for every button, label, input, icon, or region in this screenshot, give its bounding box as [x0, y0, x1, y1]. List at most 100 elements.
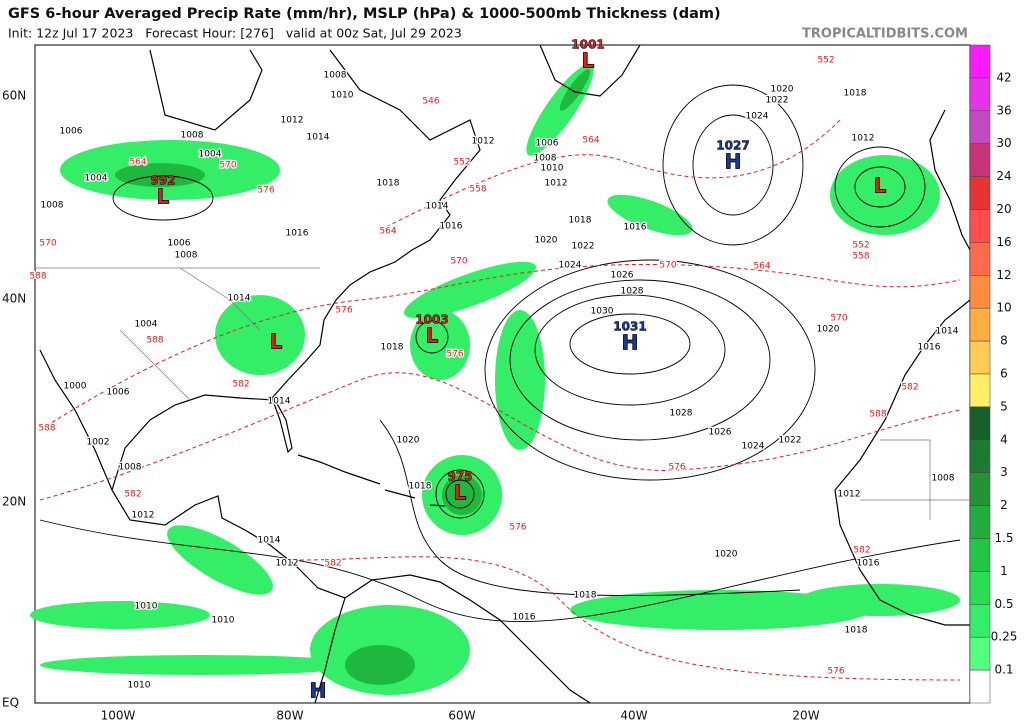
isobar-label: 1008: [41, 201, 64, 211]
isobar-label: 1008: [175, 251, 198, 261]
pressure-symbol: L: [454, 481, 467, 505]
isobar-label: 1006: [107, 388, 130, 398]
colorbar-segment: [969, 538, 991, 572]
isobar-label: 1018: [377, 179, 400, 189]
isobar-label: 1026: [709, 428, 732, 438]
isobar-label: 1008: [534, 154, 557, 164]
lat-label: EQ: [2, 696, 19, 710]
rain-area: [215, 295, 305, 375]
isobar-label: 1014: [228, 294, 251, 304]
colorbar-label: 42: [996, 70, 1011, 84]
colorbar-segment: [969, 505, 991, 539]
isobar-label: 1010: [212, 616, 235, 626]
isobar-label: 1016: [286, 229, 309, 239]
rain-area: [495, 310, 545, 450]
pressure-center: H: [309, 678, 327, 703]
subtitle: Init: 12z Jul 17 2023 Forecast Hour: [27…: [8, 26, 462, 41]
thickness-label: 564: [379, 227, 396, 237]
isobar-label: 1016: [440, 222, 463, 232]
colorbar-segment: [969, 44, 991, 79]
colorbar-segment: [969, 472, 991, 506]
thickness-label: 588: [146, 336, 163, 346]
pressure-value: 1003: [415, 313, 448, 327]
isobar-label: 1010: [128, 681, 151, 691]
rain-area: [559, 69, 591, 111]
thickness-line: [39, 263, 961, 431]
isobar-label: 1024: [746, 112, 769, 122]
colorbar-segment: [969, 110, 991, 144]
thickness-label: 576: [335, 306, 352, 316]
pressure-value: 1027: [716, 139, 749, 153]
isobar-label: 1018: [409, 482, 432, 492]
isobar-label: 1006: [60, 127, 83, 137]
thickness-label: 552: [852, 241, 869, 251]
isobar-label: 1002: [87, 438, 110, 448]
thickness-label: 570: [39, 239, 56, 249]
isobar: [662, 84, 804, 246]
isobar-label: 1006: [536, 139, 559, 149]
colorbar-label: 16: [996, 235, 1011, 249]
isobar-label: 1014: [936, 327, 959, 337]
isobar: [692, 114, 774, 216]
pressure-center: L: [873, 173, 887, 198]
isobar: [509, 279, 771, 441]
isobar-label: 1018: [574, 591, 597, 601]
isobar-label: 1010: [135, 602, 158, 612]
colorbar-label: 5: [1000, 399, 1008, 413]
isobar-label: 1016: [513, 613, 536, 623]
isobar-label: 1012: [132, 511, 155, 521]
colorbar-segment: [969, 275, 991, 309]
colorbar-segment: [969, 242, 991, 276]
colorbar-label: 1: [1000, 564, 1008, 578]
lon-label: 100W: [101, 709, 136, 723]
rain-area: [345, 645, 415, 685]
isobar-label: 1008: [119, 463, 142, 473]
colorbar-segment: [969, 209, 991, 243]
pressure-symbol: L: [426, 324, 439, 348]
pressure-value: 992: [150, 174, 175, 188]
isobar-label: 1012: [276, 559, 299, 569]
isobar: [415, 320, 449, 354]
thickness-label: 576: [446, 350, 463, 360]
colorbar-label: 6: [1000, 367, 1008, 381]
colorbar-segment: [969, 176, 991, 210]
thickness-label: 588: [29, 272, 46, 282]
isobar-label: 1028: [621, 287, 644, 297]
colorbar-segment: [969, 604, 991, 638]
isobar-label: 1014: [258, 536, 281, 546]
colorbar-segment: [969, 143, 991, 177]
coastline: [539, 44, 641, 97]
pressure-center: L: [156, 184, 170, 209]
lon-label: 80W: [276, 709, 303, 723]
pressure-value: 1031: [613, 320, 646, 334]
thickness-label: 582: [324, 559, 341, 569]
colorbar-label: 0.1: [994, 663, 1013, 677]
isobar: [435, 469, 485, 519]
coastline: [834, 299, 971, 626]
thickness-label: 576: [827, 667, 844, 677]
pressure-symbol: L: [874, 174, 887, 198]
thickness-label: 570: [219, 161, 236, 171]
colorbar-segment: [969, 636, 991, 671]
coastlines: [39, 44, 971, 704]
isobar-label: 1012: [852, 134, 875, 144]
coastline: [111, 49, 591, 704]
coastline: [39, 349, 113, 491]
colorbar-segment: [969, 571, 991, 605]
isobar-label: 1024: [559, 261, 582, 271]
colorbar-label: 0.5: [994, 597, 1013, 611]
isobar-label: 1028: [670, 409, 693, 419]
isobar-label: 1006: [168, 239, 191, 249]
lon-label: 20W: [792, 709, 819, 723]
pressure-center: H: [621, 330, 639, 355]
colorbar-label: 12: [996, 268, 1011, 282]
isobar: [39, 519, 961, 622]
coastline: [929, 109, 971, 251]
colorbar-segment: [969, 340, 991, 375]
pressure-center: L: [581, 48, 595, 73]
pressure-center: L: [453, 480, 467, 505]
thickness-label: 570: [659, 261, 676, 271]
colorbar-label: 8: [1000, 334, 1008, 348]
lon-label: 60W: [448, 709, 475, 723]
